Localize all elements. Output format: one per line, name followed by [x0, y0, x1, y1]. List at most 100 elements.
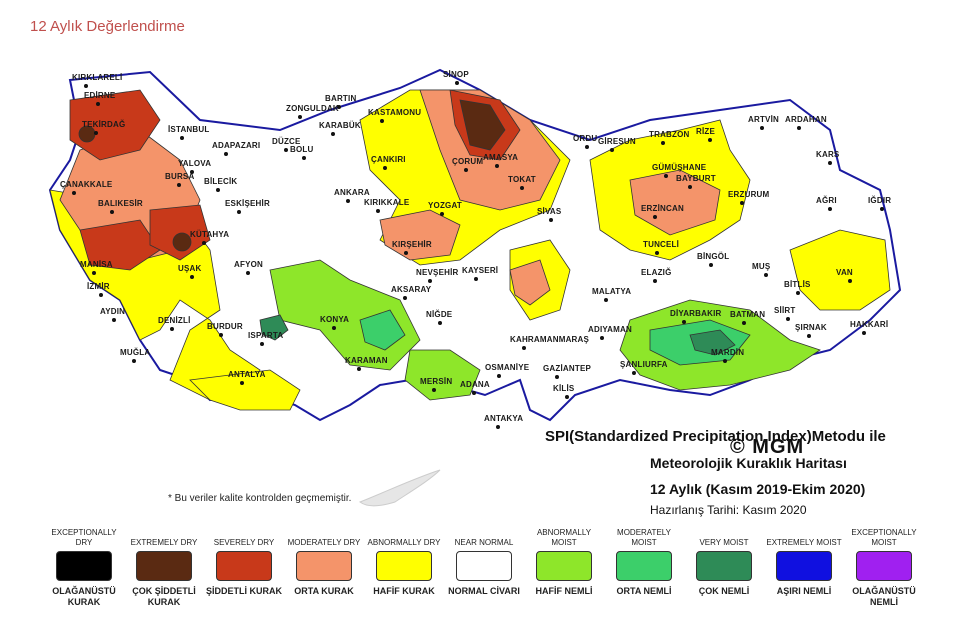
city-label: KASTAMONU	[368, 108, 422, 117]
city-marker	[180, 136, 184, 140]
city-marker	[723, 359, 727, 363]
city-marker	[332, 326, 336, 330]
city-marker	[177, 183, 181, 187]
city-marker	[604, 298, 608, 302]
city-label: DÜZCE	[272, 137, 301, 146]
legend-swatch	[696, 551, 752, 581]
city-label: ERZURUM	[728, 190, 770, 199]
spi-legend: EXCEPTIONALLY DRY OLAĞANÜSTÜ KURAK EXTRE…	[44, 528, 924, 623]
legend-item: EXTREMELY DRY ÇOK ŞİDDETLİ KURAK	[124, 528, 204, 608]
city-label: HAKKARİ	[850, 320, 889, 329]
city-marker	[455, 81, 459, 85]
legend-item: EXCEPTIONALLY MOIST OLAĞANÜSTÜ NEMLİ	[844, 528, 924, 608]
city-label: MARDİN	[711, 348, 745, 357]
city-marker	[786, 317, 790, 321]
legend-swatch	[456, 551, 512, 581]
city-label: BARTIN	[325, 94, 357, 103]
legend-tr-label: HAFİF NEMLİ	[535, 586, 593, 596]
city-marker	[708, 138, 712, 142]
city-label: MUĞLA	[120, 348, 151, 357]
city-marker	[610, 148, 614, 152]
city-marker	[742, 321, 746, 325]
city-marker	[284, 148, 288, 152]
city-marker	[376, 209, 380, 213]
city-marker	[682, 320, 686, 324]
city-label: TOKAT	[508, 175, 536, 184]
city-label: KIRKLARELİ	[72, 73, 123, 82]
city-label: MALATYA	[592, 287, 632, 296]
legend-en-label: SEVERELY DRY	[213, 538, 275, 547]
data-quality-footnote: * Bu veriler kalite kontrolden geçmemişt…	[168, 493, 352, 504]
city-label: YOZGAT	[428, 201, 462, 210]
city-marker	[202, 241, 206, 245]
map-title-line-3: 12 Aylık (Kasım 2019-Ekim 2020)	[650, 481, 866, 497]
zone-very-moist-diyarbakir	[689, 329, 736, 356]
legend-item: MODERATELY DRY ORTA KURAK	[284, 528, 364, 597]
city-label: ARTVİN	[748, 115, 779, 124]
city-marker	[99, 293, 103, 297]
zone-abnormally-moist-mersin	[404, 349, 481, 401]
city-label: KARAMAN	[345, 356, 388, 365]
city-marker	[464, 168, 468, 172]
legend-item: ABNORMALLY MOIST HAFİF NEMLİ	[524, 528, 604, 597]
legend-item: EXCEPTIONALLY DRY OLAĞANÜSTÜ KURAK	[44, 528, 124, 608]
mgm-watermark: © MGM	[730, 436, 805, 458]
city-label: BURSA	[165, 172, 195, 181]
zone-moderately-dry-center	[379, 209, 461, 261]
city-label: AKSARAY	[391, 285, 432, 294]
city-marker	[664, 174, 668, 178]
city-marker	[84, 84, 88, 88]
city-marker	[110, 210, 114, 214]
city-marker	[661, 141, 665, 145]
city-label: KIRIKKALE	[364, 198, 410, 207]
city-marker	[302, 156, 306, 160]
city-label: ISPARTA	[248, 331, 284, 340]
city-marker	[96, 102, 100, 106]
city-marker	[764, 273, 768, 277]
city-marker	[337, 105, 341, 109]
legend-tr-label: ÇOK NEMLİ	[698, 586, 750, 596]
map-date-line: Hazırlanış Tarihi: Kasım 2020	[650, 503, 807, 517]
zone-moderately-dry-northeast	[629, 169, 721, 236]
city-label: MANİSA	[80, 260, 113, 269]
legend-swatch	[56, 551, 112, 581]
legend-tr-label: ŞİDDETLİ KURAK	[206, 586, 282, 596]
city-marker	[495, 164, 499, 168]
city-marker	[797, 126, 801, 130]
legend-en-label: EXCEPTIONALLY MOIST	[851, 528, 917, 547]
city-marker	[632, 371, 636, 375]
city-label: OSMANİYE	[485, 363, 530, 372]
city-marker	[357, 367, 361, 371]
city-marker	[170, 327, 174, 331]
city-label: IĞDIR	[868, 196, 892, 205]
legend-item: ABNORMALLY DRY HAFİF KURAK	[364, 528, 444, 597]
zone-abnormally-dry-east	[789, 229, 891, 311]
city-label: KONYA	[320, 315, 350, 324]
city-label: KIRŞEHİR	[392, 240, 432, 249]
city-label: AYDIN	[100, 307, 126, 316]
city-marker	[549, 218, 553, 222]
city-label: VAN	[836, 268, 853, 277]
city-label: MERSİN	[420, 377, 453, 386]
legend-en-label: MODERATELY DRY	[287, 538, 361, 547]
city-label: KÜTAHYA	[190, 230, 230, 239]
city-label: ELAZIĞ	[641, 268, 672, 277]
legend-en-label: EXTREMELY MOIST	[766, 538, 842, 547]
city-marker	[653, 215, 657, 219]
city-label: ORDU	[573, 134, 598, 143]
city-marker	[380, 119, 384, 123]
city-marker	[383, 166, 387, 170]
legend-tr-label: OLAĞANÜSTÜ KURAK	[52, 586, 116, 607]
city-marker	[688, 185, 692, 189]
turkey-spi-map	[48, 68, 902, 507]
city-marker	[522, 346, 526, 350]
legend-en-label: VERY MOIST	[699, 538, 749, 547]
legend-swatch	[136, 551, 192, 581]
zone-severely-dry-kutahya	[149, 204, 211, 261]
city-label: AĞRI	[816, 196, 837, 205]
map-title-line-2: Meteorolojik Kuraklık Haritası	[650, 455, 847, 471]
city-label: ADIYAMAN	[588, 325, 632, 334]
legend-swatch	[616, 551, 672, 581]
page-title: 12 Aylık Değerlendirme	[30, 18, 185, 35]
city-label: KİLİS	[553, 384, 575, 393]
